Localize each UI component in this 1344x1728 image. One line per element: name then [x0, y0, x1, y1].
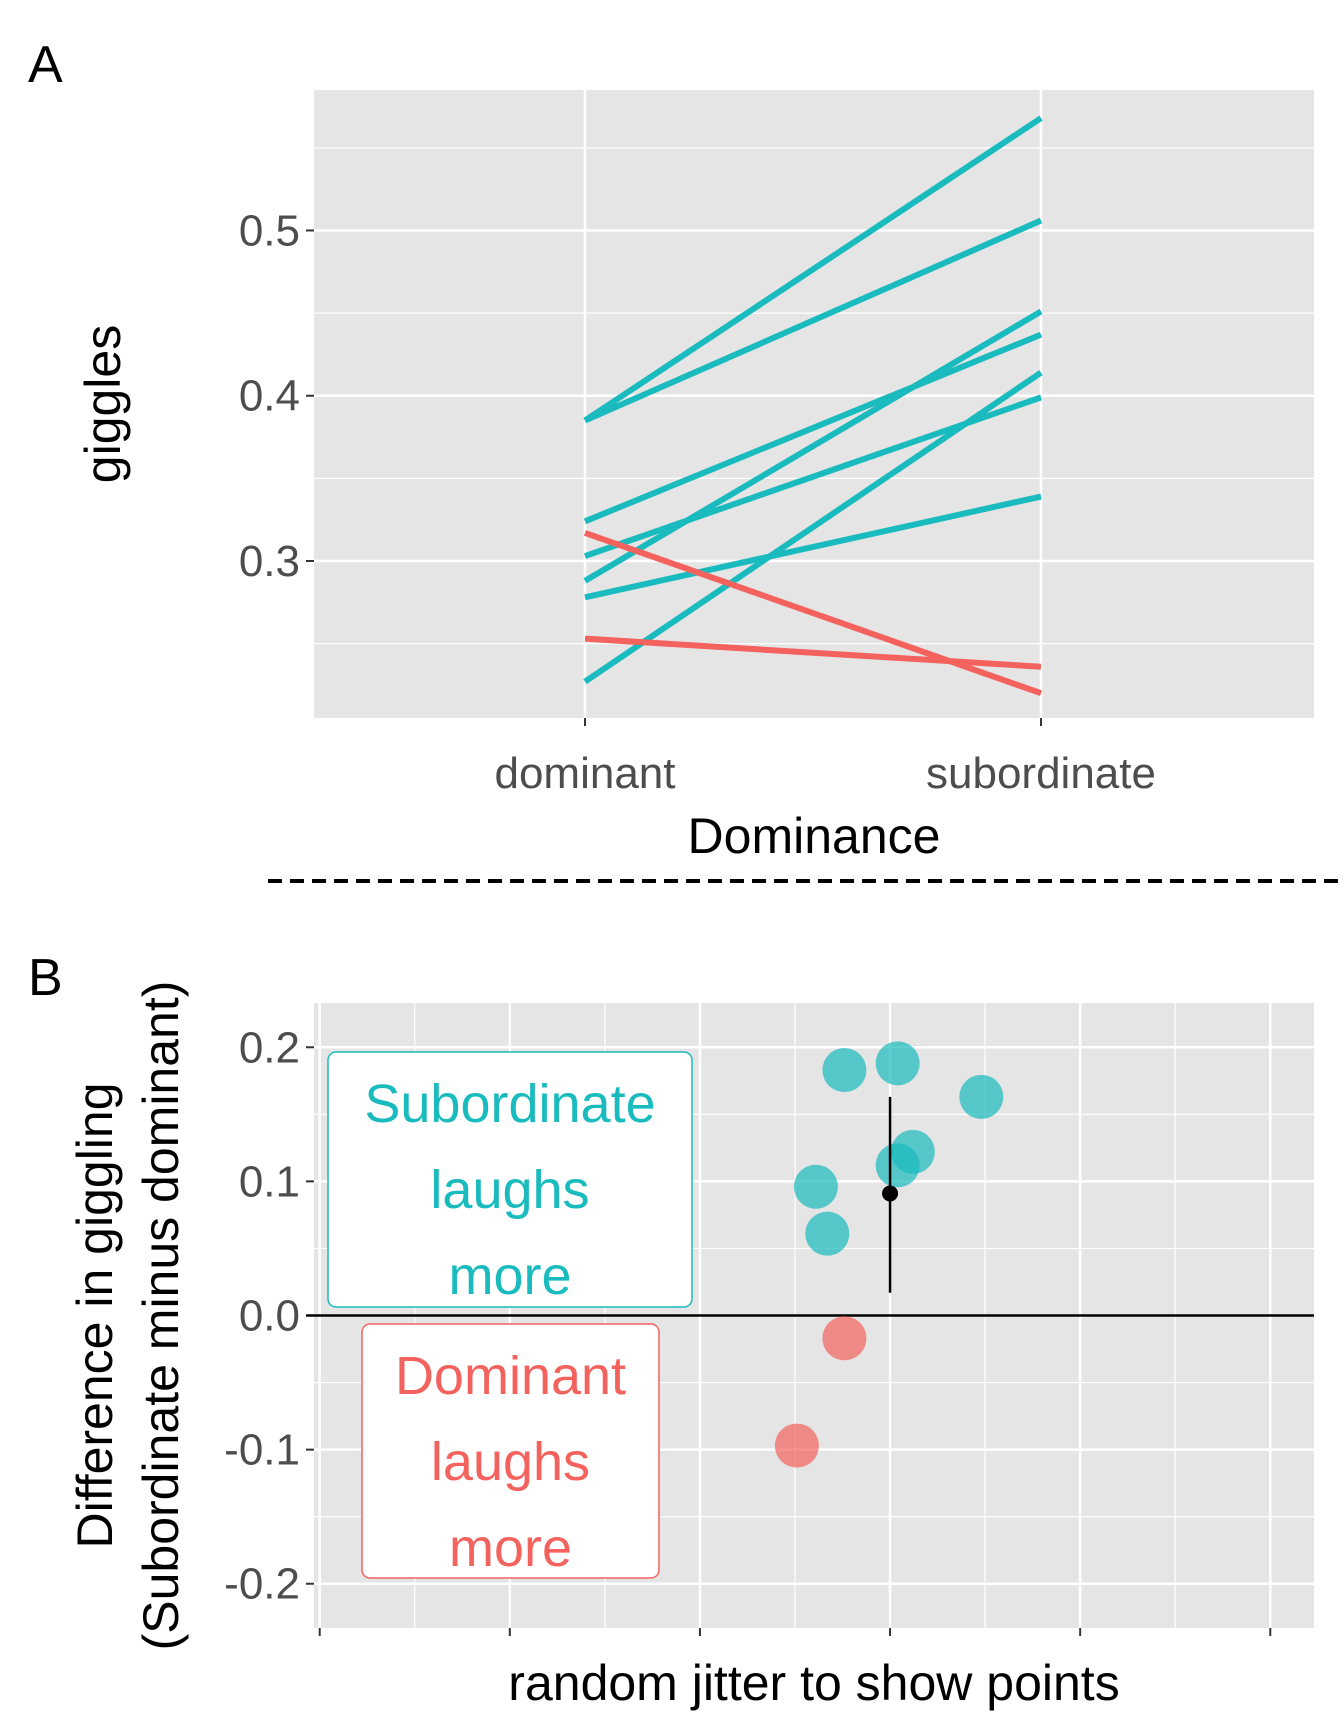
data-point-decrease: [774, 1423, 819, 1468]
annotation-box-increase: [327, 1051, 693, 1308]
series-line-increase: [583, 115, 1043, 424]
series-line-increase: [584, 493, 1042, 601]
annotation-text: more: [449, 1518, 572, 1578]
chart-a: 0.3 0.4 0.5 dominant subordinate Dominance gig…: [75, 90, 1314, 864]
data-point-increase: [805, 1211, 850, 1256]
data-point-decrease: [822, 1316, 867, 1361]
annotation-box-decrease: [361, 1323, 660, 1579]
y-tick-label: 0.0: [239, 1292, 300, 1341]
y-tick-label: 0.2: [239, 1023, 300, 1072]
x-axis-title: random jitter to show points: [508, 1655, 1119, 1711]
y-tick-label: 0.4: [239, 372, 300, 421]
y-tick-label: 0.1: [239, 1157, 300, 1206]
annotation-text: Dominant: [395, 1346, 626, 1406]
x-tick-label: dominant: [494, 749, 675, 798]
series-line-decrease: [584, 635, 1042, 670]
y-tick-label: 0.3: [239, 537, 300, 586]
data-point-increase: [875, 1041, 920, 1086]
series-line-increase: [583, 217, 1043, 424]
chart-b: -0.2 -0.1 0.0 0.1 0.2 Subordinate laughs more Do…: [67, 981, 1314, 1711]
panel-label-a: A: [28, 36, 63, 94]
series-line-increase: [583, 370, 1043, 685]
y-axis-title-line1: Difference in giggling: [67, 1082, 123, 1548]
y-tick-label: -0.1: [224, 1426, 300, 1475]
y-axis-title: giggles: [75, 325, 131, 483]
data-point-increase: [793, 1164, 838, 1209]
annotation-text: more: [448, 1246, 571, 1306]
data-point-increase: [822, 1048, 867, 1093]
annotation-text: Subordinate: [364, 1074, 655, 1134]
y-tick-label: -0.2: [224, 1560, 300, 1609]
series-line-decrease: [584, 530, 1042, 697]
panel-label-b: B: [28, 949, 63, 1007]
mean-point: [882, 1185, 899, 1202]
x-axis-title: Dominance: [688, 808, 941, 864]
y-axis-title-line2: (Subordinate minus dominant): [133, 981, 189, 1651]
plot-background: [314, 90, 1314, 718]
data-point-increase: [959, 1074, 1004, 1119]
y-tick-label: 0.5: [239, 206, 300, 255]
data-point-increase: [875, 1143, 920, 1188]
series-line-increase: [583, 331, 1043, 525]
series-line-increase: [583, 308, 1043, 584]
annotation-text: laughs: [431, 1432, 590, 1492]
annotation-text: laughs: [430, 1160, 589, 1220]
x-tick-label: subordinate: [926, 749, 1156, 798]
